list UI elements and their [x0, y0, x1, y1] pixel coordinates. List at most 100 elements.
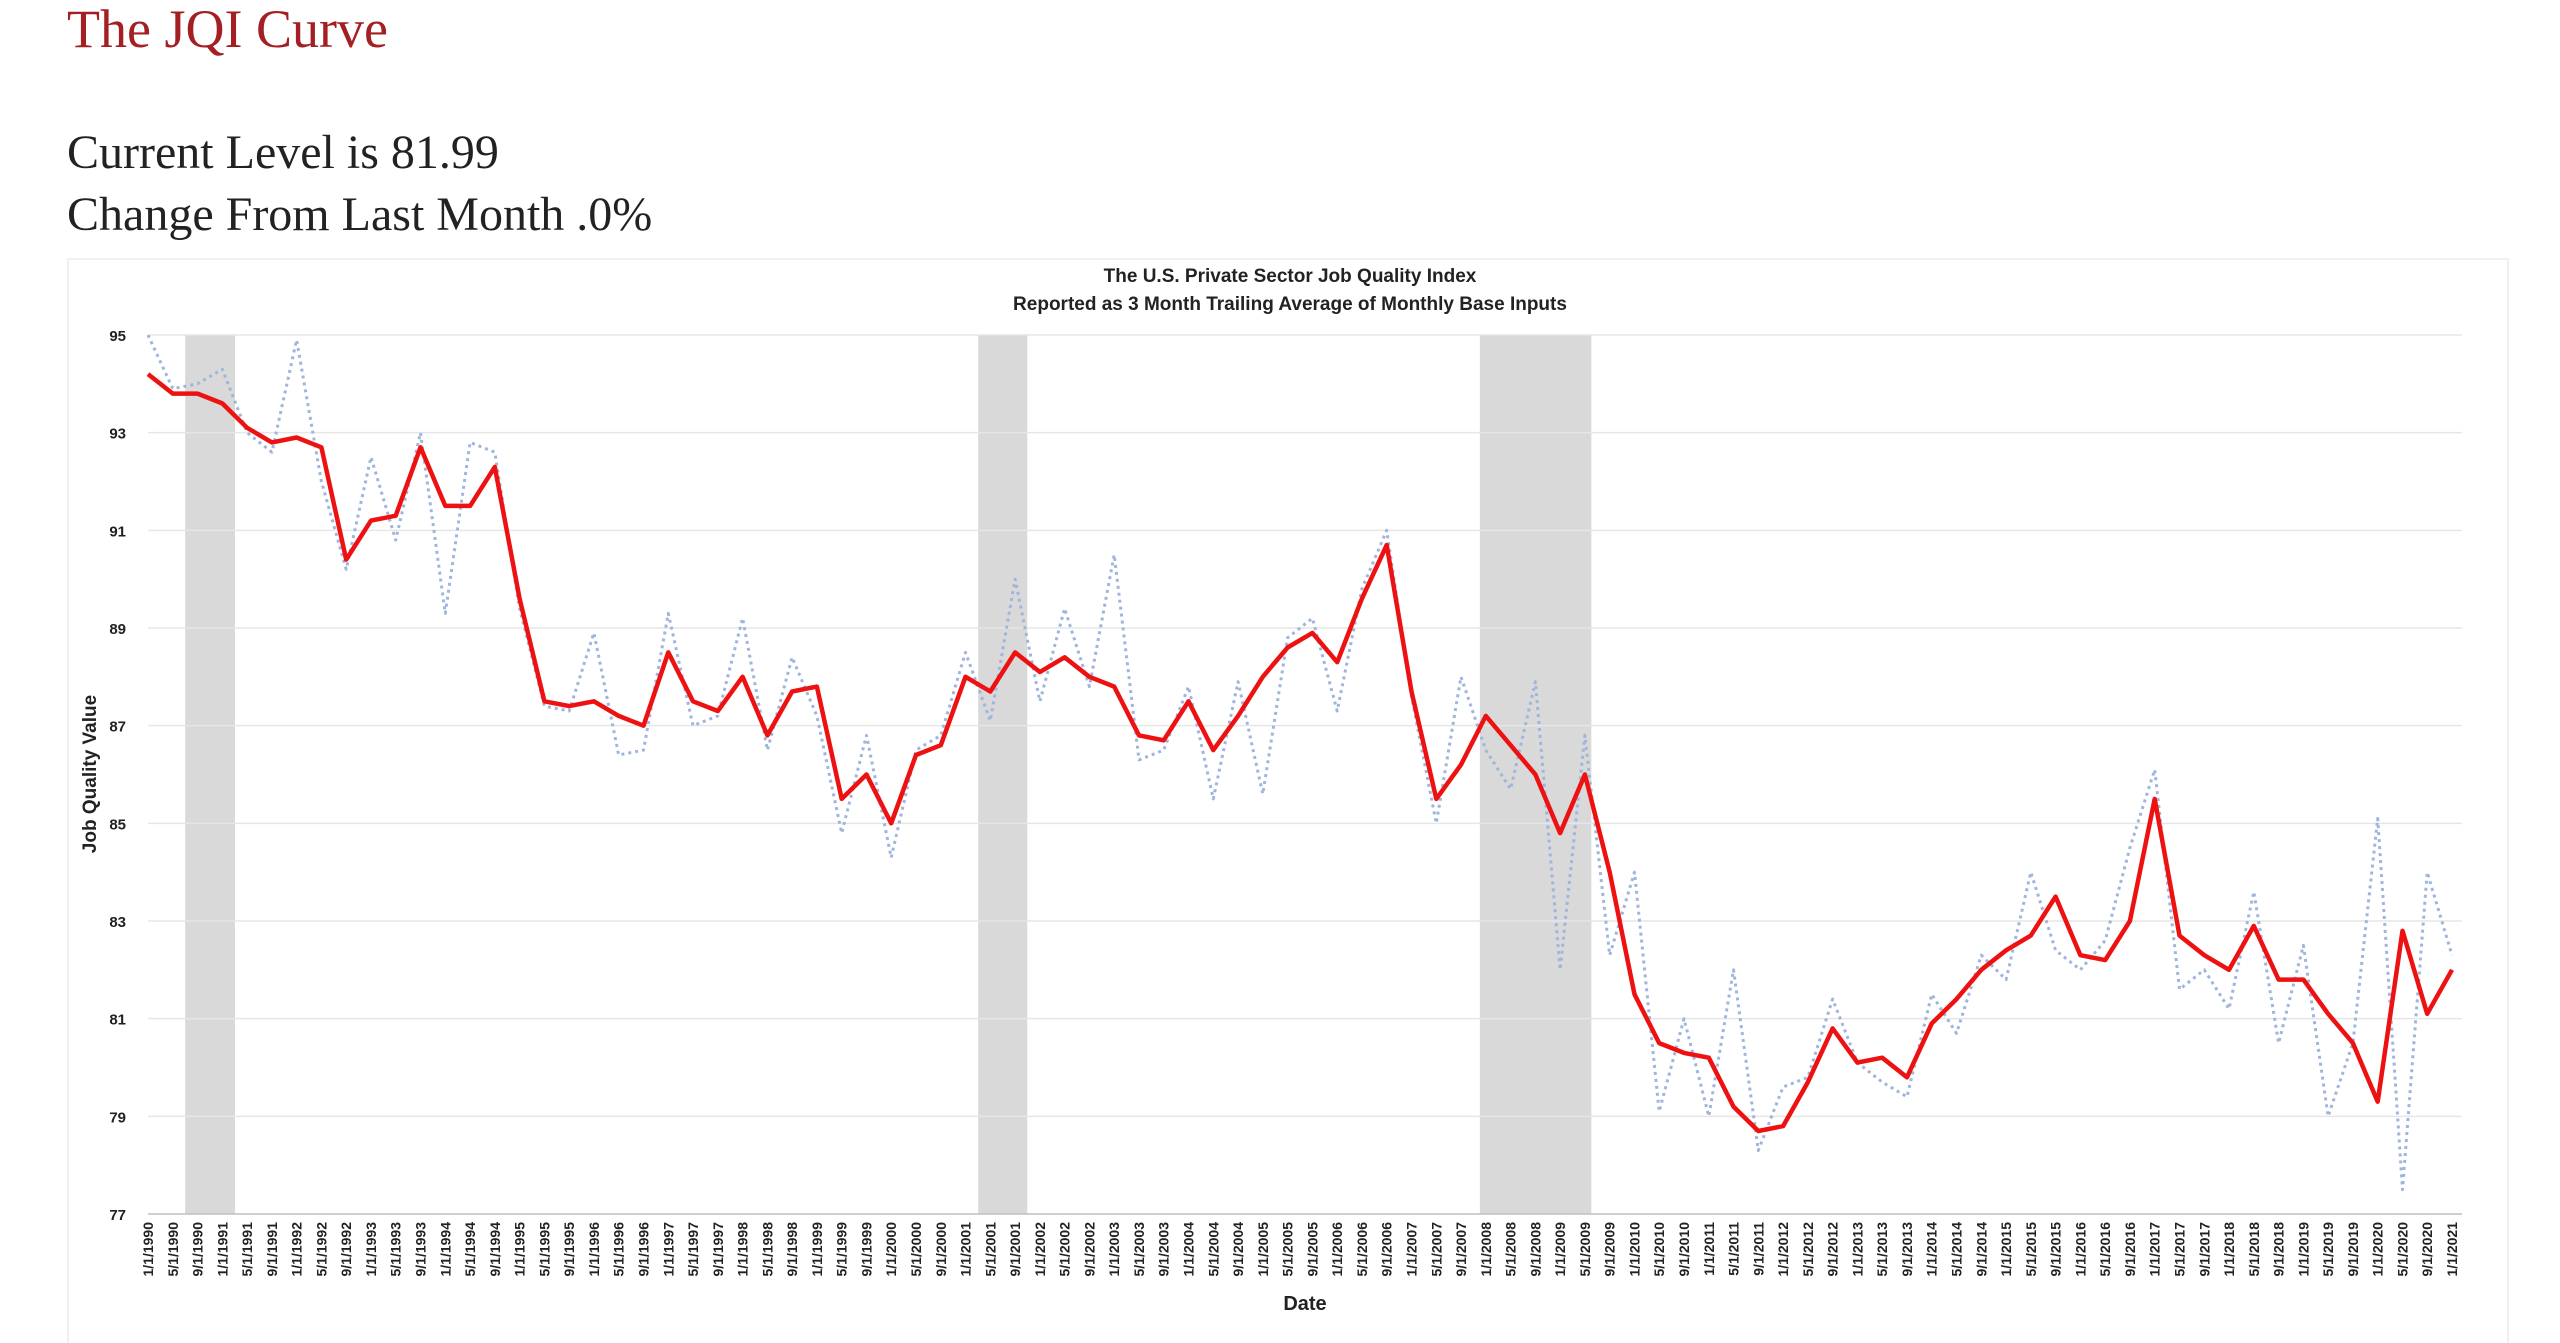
y-tick-label: 79 [109, 1109, 126, 1126]
x-tick-label: 5/1/2016 [2097, 1222, 2113, 1277]
x-tick-label: 5/1/2000 [908, 1222, 924, 1277]
x-tick-label: 1/1/1994 [437, 1222, 453, 1277]
x-tick-label: 9/1/1998 [784, 1222, 800, 1277]
x-tick-label: 9/1/1990 [190, 1222, 206, 1277]
x-tick-label: 5/1/2017 [2171, 1222, 2187, 1277]
x-tick-label: 9/1/2009 [1602, 1222, 1618, 1277]
x-tick-label: 9/1/2013 [1899, 1222, 1915, 1277]
x-tick-label: 9/1/2010 [1676, 1222, 1692, 1277]
x-tick-label: 1/1/2003 [1106, 1222, 1122, 1277]
x-tick-label: 5/1/1995 [536, 1222, 552, 1277]
x-tick-label: 9/1/2017 [2196, 1222, 2212, 1277]
x-tick-label: 5/1/1992 [313, 1222, 329, 1277]
x-tick-label: 5/1/1998 [759, 1222, 775, 1277]
x-tick-label: 1/1/2013 [1849, 1222, 1865, 1277]
x-tick-label: 9/1/1992 [338, 1222, 354, 1277]
x-tick-label: 5/1/2020 [2394, 1222, 2410, 1277]
x-tick-label: 1/1/2006 [1329, 1222, 1345, 1277]
x-tick-label: 9/1/1994 [487, 1222, 503, 1277]
y-tick-label: 93 [109, 426, 126, 443]
x-tick-label: 5/1/2001 [982, 1222, 998, 1277]
x-tick-label: 5/1/2003 [1131, 1222, 1147, 1277]
x-tick-label: 9/1/1991 [264, 1222, 280, 1277]
x-tick-label: 5/1/2012 [1800, 1222, 1816, 1277]
x-tick-label: 5/1/2015 [2023, 1222, 2039, 1277]
current-level: Current Level is 81.99 [67, 126, 499, 179]
x-tick-label: 1/1/1991 [214, 1222, 230, 1277]
x-tick-label: 9/1/2007 [1453, 1222, 1469, 1277]
x-tick-label: 5/1/1993 [388, 1222, 404, 1277]
x-tick-label: 9/1/2004 [1230, 1222, 1246, 1277]
x-tick-label: 9/1/2014 [1973, 1222, 1989, 1277]
x-tick-label: 5/1/2019 [2320, 1222, 2336, 1277]
x-tick-label: 9/1/1993 [413, 1222, 429, 1277]
y-tick-label: 95 [109, 328, 126, 345]
x-tick-label: 1/1/1998 [735, 1222, 751, 1277]
x-tick-label: 9/1/2005 [1304, 1222, 1320, 1277]
x-tick-label: 1/1/2002 [1032, 1222, 1048, 1277]
x-tick-label: 9/1/2012 [1825, 1222, 1841, 1277]
chart-subtitle: Reported as 3 Month Trailing Average of … [1013, 294, 1567, 315]
x-tick-label: 5/1/2006 [1354, 1222, 1370, 1277]
x-tick-label: 5/1/2009 [1577, 1222, 1593, 1277]
x-tick-label: 1/1/2005 [1255, 1222, 1271, 1277]
x-tick-label: 9/1/1995 [561, 1222, 577, 1277]
x-tick-label: 9/1/2019 [2345, 1222, 2361, 1277]
x-tick-label: 9/1/2008 [1527, 1222, 1543, 1277]
x-tick-label: 1/1/2015 [1998, 1222, 2014, 1277]
x-tick-label: 9/1/2016 [2122, 1222, 2138, 1277]
x-tick-label: 5/1/2014 [1949, 1222, 1965, 1277]
x-tick-label: 1/1/1992 [289, 1222, 305, 1277]
x-tick-label: 9/1/2003 [1156, 1222, 1172, 1277]
x-tick-label: 1/1/1995 [512, 1222, 528, 1277]
x-tick-label: 1/1/2007 [1403, 1222, 1419, 1277]
shaded-period [185, 335, 235, 1214]
x-tick-label: 5/1/1996 [611, 1222, 627, 1277]
x-tick-label: 1/1/2001 [958, 1222, 974, 1277]
x-tick-label: 5/1/2004 [1205, 1222, 1221, 1277]
x-tick-label: 5/1/1991 [239, 1222, 255, 1277]
page-title: The JQI Curve [67, 0, 388, 59]
x-tick-label: 5/1/1994 [462, 1222, 478, 1277]
chart-title: The U.S. Private Sector Job Quality Inde… [1104, 266, 1477, 287]
y-tick-label: 89 [109, 621, 126, 638]
y-tick-label: 77 [109, 1207, 126, 1224]
x-tick-label: 1/1/2014 [1924, 1222, 1940, 1277]
x-tick-label: 5/1/2007 [1428, 1222, 1444, 1277]
x-tick-label: 5/1/2010 [1651, 1222, 1667, 1277]
x-tick-label: 1/1/2008 [1478, 1222, 1494, 1277]
x-tick-label: 1/1/2021 [2444, 1222, 2460, 1277]
x-tick-label: 1/1/2009 [1552, 1222, 1568, 1277]
y-tick-label: 87 [109, 719, 126, 736]
x-tick-label: 1/1/2010 [1626, 1222, 1642, 1277]
x-tick-label: 1/1/2018 [2221, 1222, 2237, 1277]
series-line [146, 334, 2454, 1192]
series-line [146, 372, 2454, 1134]
x-tick-label: 5/1/1997 [685, 1222, 701, 1277]
x-tick-label: 9/1/2001 [1007, 1222, 1023, 1277]
y-tick-label: 85 [109, 816, 126, 833]
chart-frame [67, 258, 2509, 1343]
x-axis-label: Date [1283, 1293, 1326, 1315]
y-tick-label: 91 [109, 523, 126, 540]
summary: Current Level is 81.99 Change From Last … [67, 122, 652, 246]
x-tick-label: 9/1/2011 [1750, 1222, 1766, 1276]
x-tick-label: 1/1/2012 [1775, 1222, 1791, 1277]
shaded-period [978, 335, 1028, 1214]
x-tick-label: 5/1/2002 [1057, 1222, 1073, 1277]
x-tick-label: 1/1/1999 [809, 1222, 825, 1277]
x-tick-label: 5/1/2018 [2246, 1222, 2262, 1277]
x-tick-label: 9/1/2006 [1379, 1222, 1395, 1277]
x-tick-label: 5/1/1999 [834, 1222, 850, 1277]
x-tick-label: 9/1/2002 [1081, 1222, 1097, 1277]
x-tick-label: 9/1/2000 [933, 1222, 949, 1277]
x-tick-label: 1/1/2019 [2295, 1222, 2311, 1277]
x-tick-label: 5/1/2005 [1280, 1222, 1296, 1277]
x-tick-label: 5/1/2013 [1874, 1222, 1890, 1277]
x-tick-label: 9/1/1996 [635, 1222, 651, 1277]
x-tick-label: 1/1/1997 [660, 1222, 676, 1277]
x-tick-label: 1/1/2017 [2147, 1222, 2163, 1277]
x-tick-label: 5/1/1990 [165, 1222, 181, 1277]
x-tick-label: 9/1/2020 [2419, 1222, 2435, 1277]
